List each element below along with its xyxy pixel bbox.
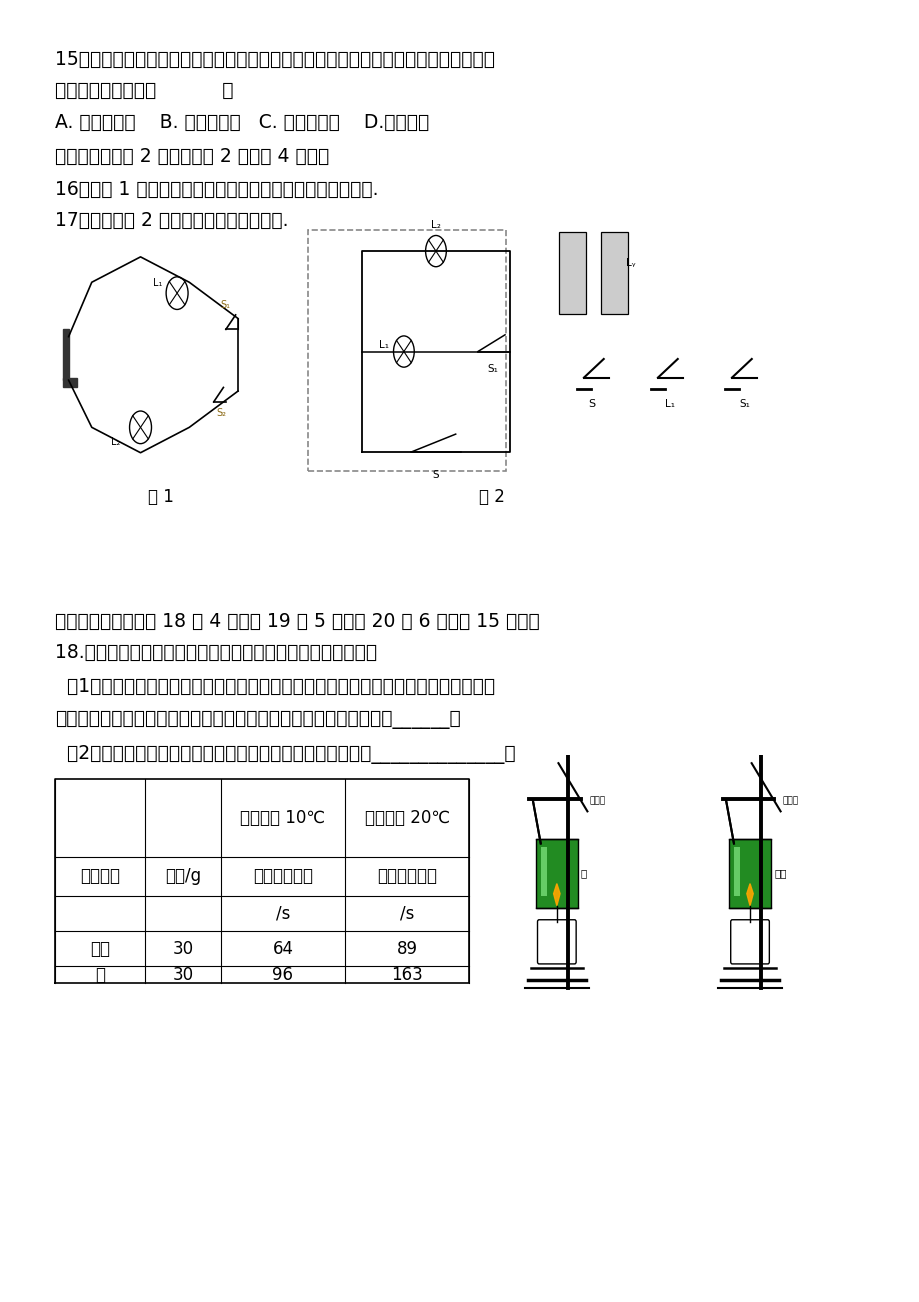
Text: 的酒精灯分别对其加热，除了温度计外本实验中还需要的实验器材是______；: 的酒精灯分别对其加热，除了温度计外本实验中还需要的实验器材是______；	[55, 710, 460, 729]
Text: 89: 89	[396, 940, 417, 957]
Text: 水: 水	[581, 868, 586, 879]
Text: 16．如图 1 所示由实物电路，请在方框内画出对应的电路图.: 16．如图 1 所示由实物电路，请在方框内画出对应的电路图.	[55, 180, 379, 199]
Bar	[729, 840, 770, 907]
Circle shape	[393, 336, 414, 367]
Text: 图 2: 图 2	[479, 488, 505, 506]
Text: 30: 30	[173, 940, 193, 957]
Text: 96: 96	[272, 966, 293, 983]
Text: 30: 30	[173, 966, 193, 983]
Bar	[601, 233, 628, 314]
Bar	[536, 840, 577, 907]
Text: 所需要的时间: 所需要的时间	[253, 867, 312, 885]
Text: 温度升高 10℃: 温度升高 10℃	[240, 809, 325, 827]
Text: S: S	[587, 400, 595, 409]
Bar	[62, 329, 69, 380]
Bar	[308, 230, 505, 471]
FancyBboxPatch shape	[730, 919, 768, 963]
Text: 玻璃棒: 玻璃棒	[588, 797, 605, 806]
Text: S₁: S₁	[487, 365, 497, 374]
Text: 163: 163	[391, 966, 423, 983]
Text: 沙子: 沙子	[774, 868, 786, 879]
Text: 17．对照下图 2 所示的电路图连接实物图.: 17．对照下图 2 所示的电路图连接实物图.	[55, 211, 289, 230]
Text: L₁: L₁	[153, 277, 162, 288]
Text: 图 1: 图 1	[148, 488, 174, 506]
Bar	[540, 848, 547, 896]
Text: 三、作图题（共 2 小题，每题 2 分，共 4 分。）: 三、作图题（共 2 小题，每题 2 分，共 4 分。）	[55, 147, 329, 167]
Text: 实验次数: 实验次数	[80, 867, 120, 885]
FancyBboxPatch shape	[537, 919, 575, 963]
Text: 15．（双选）两只灯泡连在电路中，电流表测得通过它们的电流值相等，由此可以判断: 15．（双选）两只灯泡连在电路中，电流表测得通过它们的电流值相等，由此可以判断	[55, 49, 494, 69]
Polygon shape	[553, 884, 560, 906]
Text: 沙子: 沙子	[90, 940, 110, 957]
Bar	[559, 233, 585, 314]
Circle shape	[130, 411, 152, 444]
Text: 两灯的连接情况是（           ）: 两灯的连接情况是（ ）	[55, 81, 233, 100]
Text: 玻璃棒: 玻璃棒	[781, 797, 798, 806]
Text: L₁: L₁	[664, 400, 675, 409]
Text: Lᵧ: Lᵧ	[625, 258, 635, 268]
Circle shape	[166, 277, 187, 310]
Text: 质量/g: 质量/g	[165, 867, 201, 885]
Text: 四、实验探究题（第 18 题 4 分，第 19 题 5 分，第 20 题 6 分，共 15 分。）: 四、实验探究题（第 18 题 4 分，第 19 题 5 分，第 20 题 6 分…	[55, 612, 539, 631]
Text: /s: /s	[276, 905, 289, 922]
Text: （2）在实验中，应不停地用玻璃棒搅拌水和沙子，其目的是______________；: （2）在实验中，应不停地用玻璃棒搅拌水和沙子，其目的是_____________…	[55, 745, 516, 764]
Bar	[733, 848, 740, 896]
Text: L₂: L₂	[430, 220, 440, 230]
Text: L₁: L₁	[379, 340, 389, 350]
Text: S₁: S₁	[738, 400, 749, 409]
Text: L₂: L₂	[111, 437, 120, 448]
Text: 18.为了探究物质吸热升温的特性，小明做了如图所示的实验：: 18.为了探究物质吸热升温的特性，小明做了如图所示的实验：	[55, 643, 377, 663]
Text: 所需要的时间: 所需要的时间	[377, 867, 437, 885]
Circle shape	[425, 236, 446, 267]
Text: 64: 64	[272, 940, 293, 957]
Text: 温度升高 20℃: 温度升高 20℃	[364, 809, 449, 827]
Polygon shape	[746, 884, 753, 906]
Text: S₂: S₂	[216, 409, 226, 418]
Bar	[62, 379, 77, 388]
Text: （1）小明在两个相同的易拉罐中分别装入质量相等、初温都相同的水和沙子，用相同: （1）小明在两个相同的易拉罐中分别装入质量相等、初温都相同的水和沙子，用相同	[55, 677, 494, 697]
Text: /s: /s	[400, 905, 414, 922]
Text: 水: 水	[96, 966, 105, 983]
Text: A. 可能是串联    B. 可能是并联   C. 一定是串联    D.无法确定: A. 可能是串联 B. 可能是并联 C. 一定是串联 D.无法确定	[55, 113, 429, 133]
Text: S: S	[432, 470, 438, 480]
Text: S₁: S₁	[221, 299, 231, 310]
